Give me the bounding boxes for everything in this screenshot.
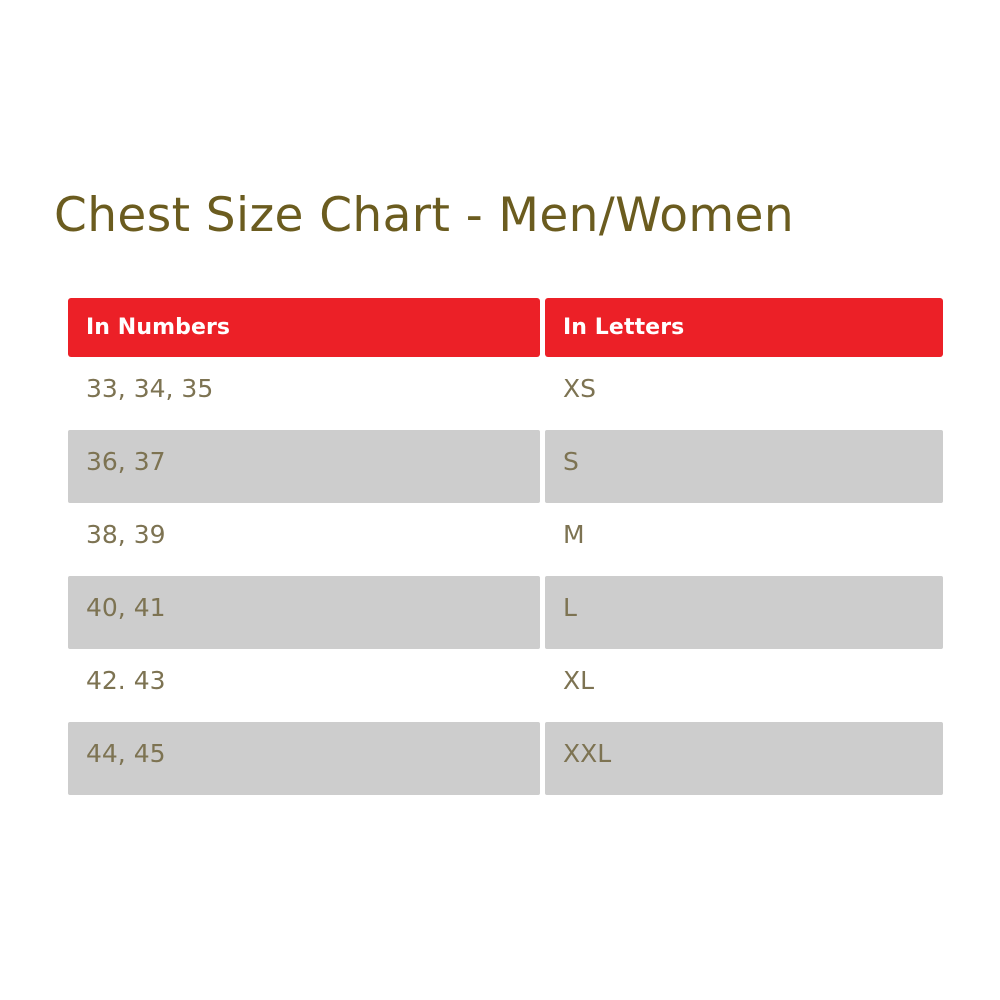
cell-letters-value: S (563, 447, 579, 476)
cell-numbers: 42. 43 (68, 649, 540, 722)
column-header-in-letters-label: In Letters (563, 314, 685, 340)
cell-numbers-value: 38, 39 (86, 520, 166, 549)
column-divider (540, 298, 545, 357)
column-header-in-letters: In Letters (545, 298, 943, 357)
cell-letters: XS (545, 357, 943, 430)
cell-numbers-value: 33, 34, 35 (86, 374, 214, 403)
chest-size-table: In Numbers In Letters 33, 34, 35 XS 36, … (68, 298, 943, 795)
cell-letters-value: L (563, 593, 577, 622)
table-row: 33, 34, 35 XS (68, 357, 943, 430)
column-divider (540, 649, 545, 722)
table-row: 40, 41 L (68, 576, 943, 649)
cell-numbers: 38, 39 (68, 503, 540, 576)
cell-numbers: 40, 41 (68, 576, 540, 649)
cell-numbers: 36, 37 (68, 430, 540, 503)
cell-numbers: 33, 34, 35 (68, 357, 540, 430)
cell-letters: XL (545, 649, 943, 722)
table-header-row: In Numbers In Letters (68, 298, 943, 357)
page-title: Chest Size Chart - Men/Women (54, 188, 795, 243)
column-divider (540, 357, 545, 430)
table-row: 42. 43 XL (68, 649, 943, 722)
cell-letters: L (545, 576, 943, 649)
cell-letters-value: XL (563, 666, 595, 695)
cell-numbers-value: 44, 45 (86, 739, 166, 768)
cell-letters: XXL (545, 722, 943, 795)
column-divider (540, 722, 545, 795)
column-header-in-numbers-label: In Numbers (86, 314, 231, 340)
cell-letters: M (545, 503, 943, 576)
table-row: 36, 37 S (68, 430, 943, 503)
table-row: 44, 45 XXL (68, 722, 943, 795)
cell-letters-value: XS (563, 374, 596, 403)
cell-numbers-value: 36, 37 (86, 447, 166, 476)
cell-letters-value: M (563, 520, 585, 549)
table-row: 38, 39 M (68, 503, 943, 576)
column-divider (540, 503, 545, 576)
column-header-in-numbers: In Numbers (68, 298, 540, 357)
column-divider (540, 576, 545, 649)
cell-numbers-value: 40, 41 (86, 593, 166, 622)
cell-letters-value: XXL (563, 739, 612, 768)
cell-numbers: 44, 45 (68, 722, 540, 795)
cell-numbers-value: 42. 43 (86, 666, 166, 695)
cell-letters: S (545, 430, 943, 503)
column-divider (540, 430, 545, 503)
